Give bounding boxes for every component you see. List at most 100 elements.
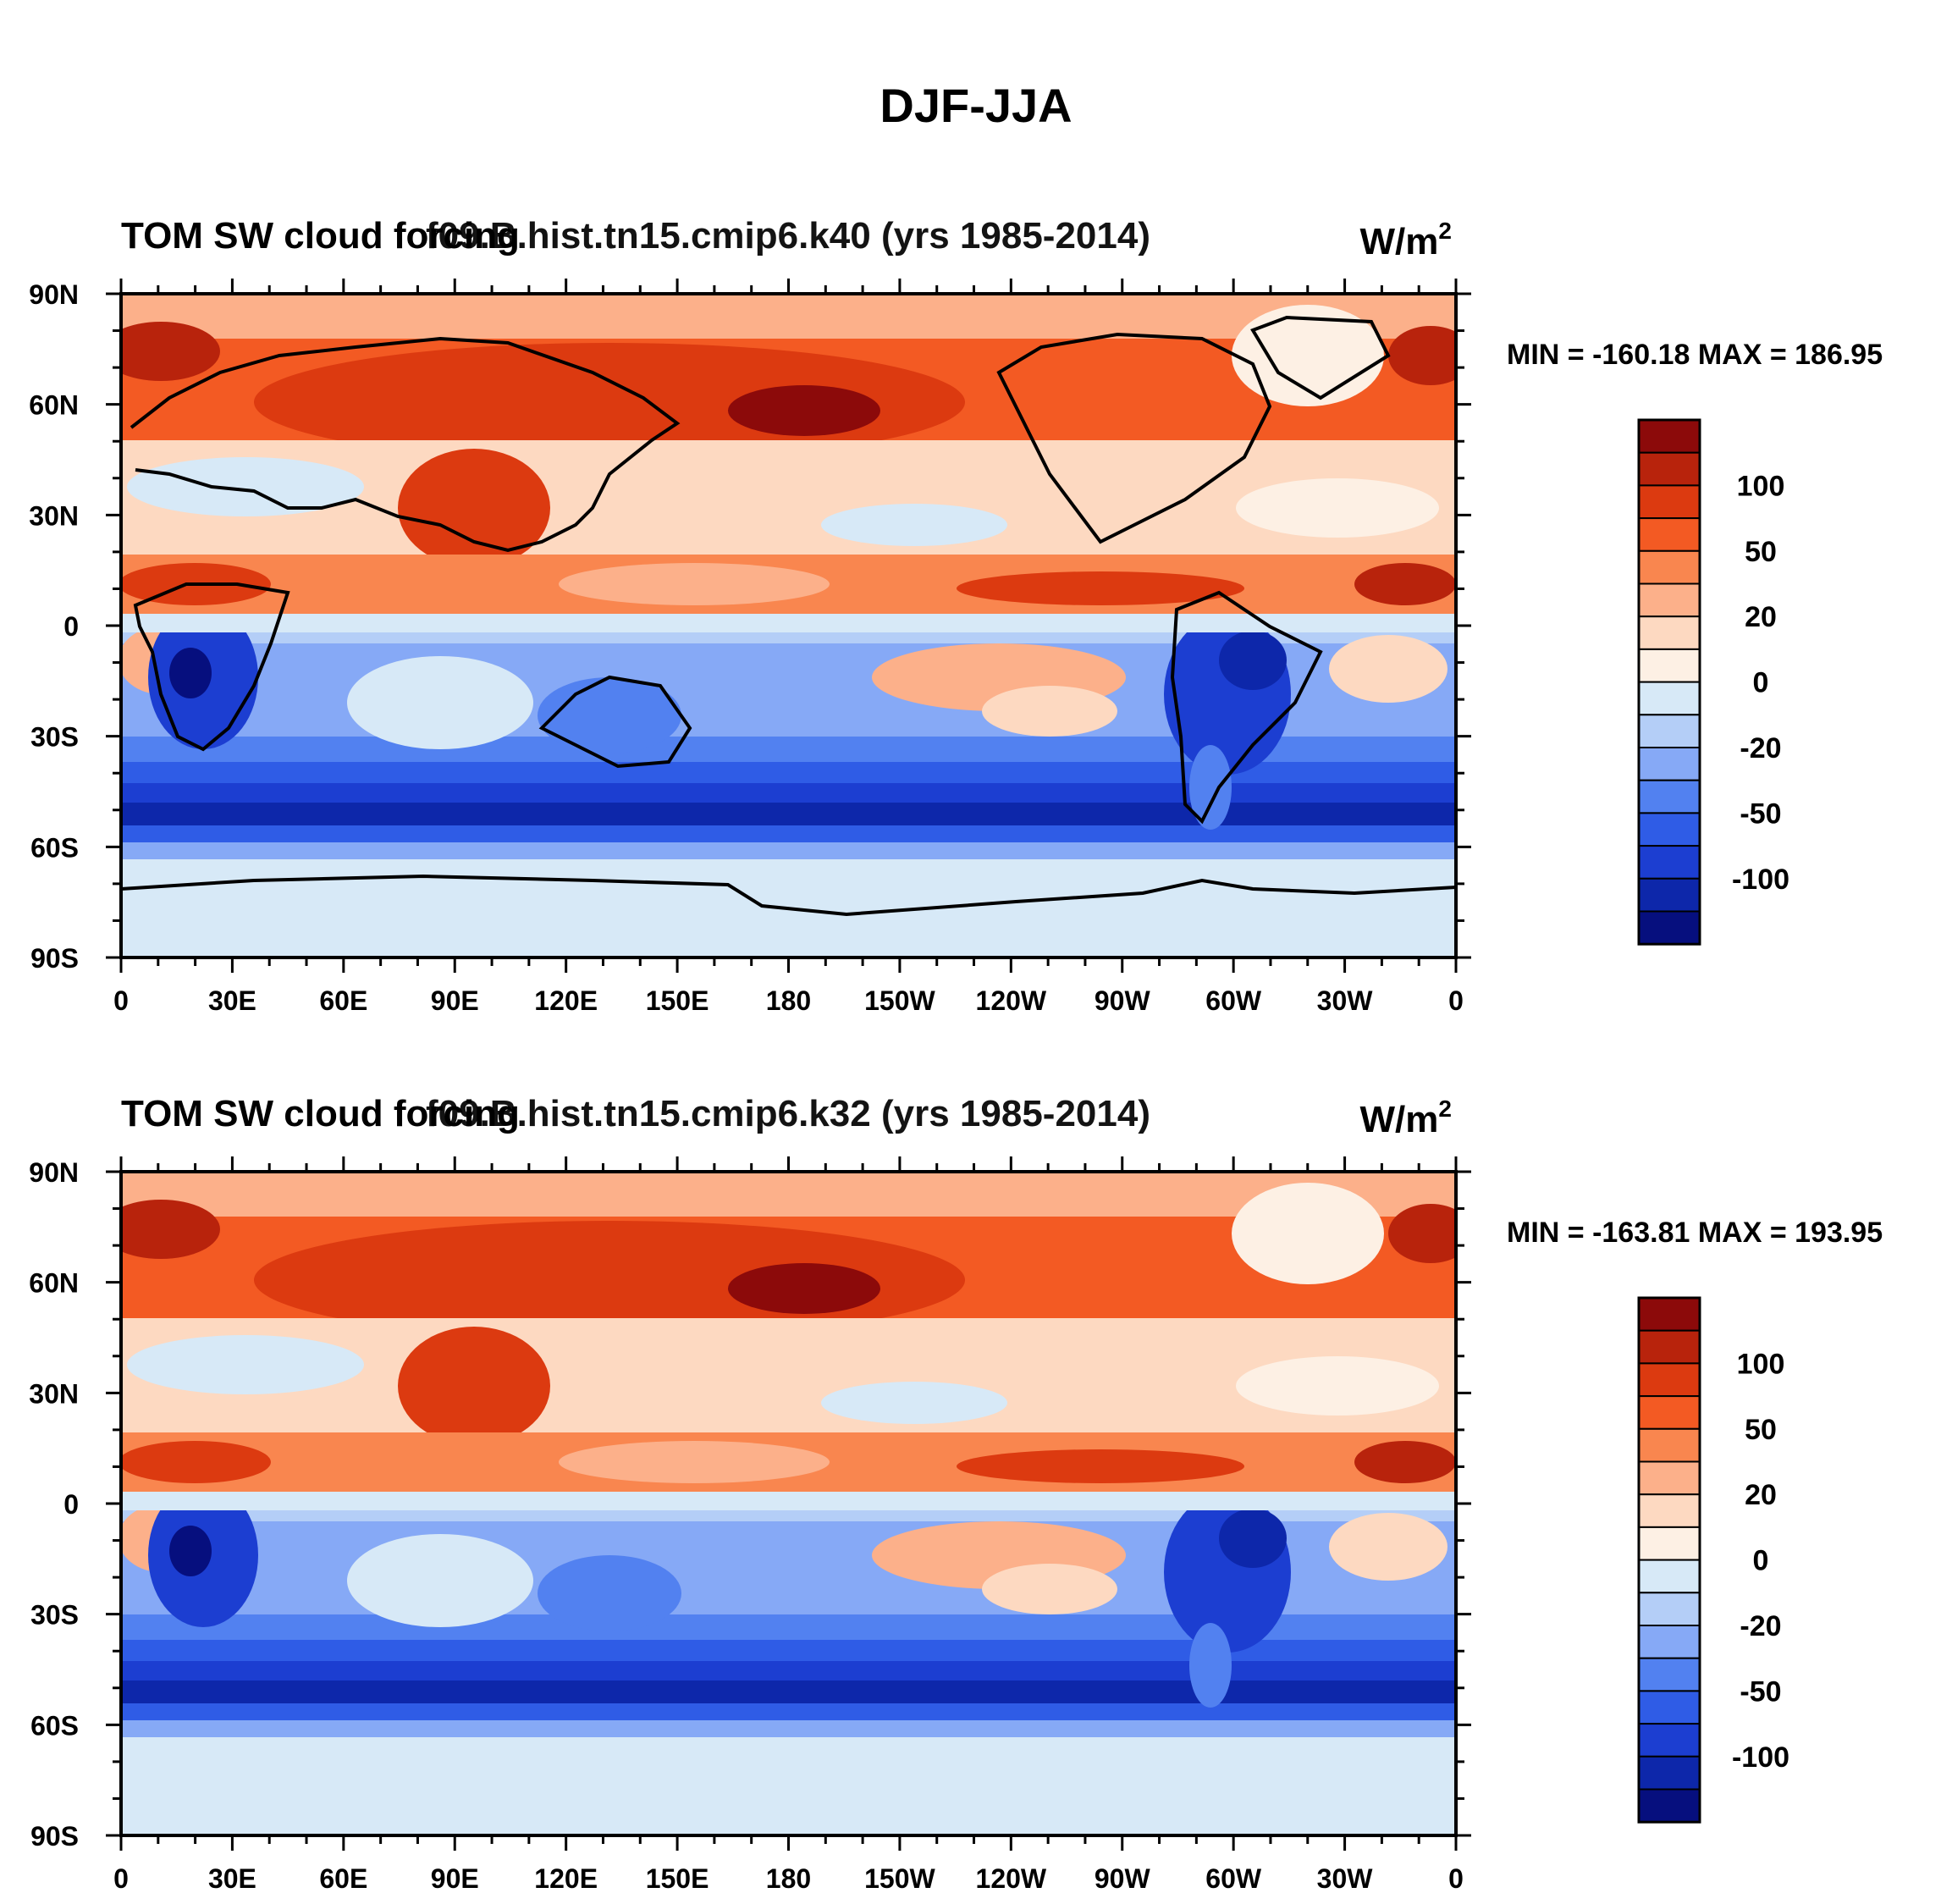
- x-tick-label: 0: [1448, 1863, 1464, 1894]
- colorbar-label: -50: [1740, 1675, 1781, 1708]
- colorbar-swatch: [1638, 484, 1701, 520]
- y-tick-label: 60N: [29, 390, 79, 421]
- x-tick-label: 0: [113, 1863, 129, 1894]
- colorbar-swatch: [1638, 451, 1701, 487]
- colorbar-label: 20: [1745, 1479, 1777, 1511]
- colorbar: 100 50 20 0 -20 -50 -100: [1637, 1296, 1789, 1824]
- colorbar-swatch: [1638, 1427, 1701, 1463]
- colorbar-swatch: [1638, 1297, 1701, 1332]
- x-tick-label: 90E: [431, 1863, 479, 1894]
- x-tick-label: 60W: [1205, 985, 1262, 1016]
- colorbar-label: -50: [1740, 797, 1781, 830]
- x-tick-label: 150W: [864, 985, 935, 1016]
- panel-center-title: f09.B.hist.tn15.cmip6.k40 (yrs 1985-2014…: [426, 215, 1150, 257]
- colorbar-label: -100: [1732, 1741, 1789, 1774]
- x-tick-label: 0: [1448, 985, 1464, 1016]
- colorbar-swatch: [1638, 779, 1701, 814]
- y-tick-label: 30N: [29, 1378, 79, 1409]
- colorbar-swatch: [1638, 1559, 1701, 1594]
- y-tick-label: 90S: [30, 943, 79, 974]
- colorbar-swatch: [1638, 845, 1701, 880]
- y-tick-label: 30S: [30, 722, 79, 753]
- x-tick-label: 90W: [1095, 1863, 1151, 1894]
- colorbar-label: 50: [1745, 536, 1777, 568]
- colorbar-swatch: [1638, 910, 1701, 946]
- x-axis: 0 30E 60E 90E 120E 150E 180 150W 120W 90W 60W 30W 0: [113, 1156, 1464, 1894]
- colorbar-swatch: [1638, 1329, 1701, 1365]
- x-tick-label: 90W: [1095, 985, 1151, 1016]
- colorbar-swatch: [1638, 747, 1701, 781]
- colorbar-frame: [1637, 1296, 1701, 1824]
- x-tick-label: 60E: [319, 985, 367, 1016]
- colorbar-swatch: [1638, 1657, 1701, 1692]
- colorbar-swatch: [1638, 1690, 1701, 1725]
- colorbar-swatch: [1638, 615, 1701, 650]
- map-panel-k32: TOM SW cloud forcing f09.B.hist.tn15.cmi…: [29, 1093, 1883, 1894]
- colorbar-swatch: [1638, 1362, 1701, 1398]
- x-tick-label: 120E: [534, 985, 598, 1016]
- colorbar-swatch: [1638, 877, 1701, 913]
- colorbar-swatch: [1638, 812, 1701, 847]
- x-tick-label: 150E: [646, 985, 709, 1016]
- x-tick-label: 30E: [208, 985, 256, 1016]
- contour-field: [121, 294, 1456, 958]
- coastlines: [121, 315, 1456, 917]
- y-tick-label: 0: [63, 611, 79, 642]
- colorbar: 100 50 20 0 -20 -50 -100: [1637, 418, 1789, 946]
- colorbar-swatch: [1638, 1526, 1701, 1561]
- x-tick-label: 120W: [976, 985, 1047, 1016]
- colorbar-label: -20: [1740, 732, 1781, 764]
- x-tick-label: 150W: [864, 1863, 935, 1894]
- colorbar-swatch: [1638, 1723, 1701, 1758]
- y-tick-label: 30N: [29, 500, 79, 531]
- map-panel-k40: TOM SW cloud forcing f09.B.hist.tn15.cmi…: [29, 215, 1883, 1016]
- y-axis: 90N 60N 30N 0 30S 60S 90S: [29, 1157, 1471, 1852]
- y-axis: 90N 60N 30N 0 30S 60S 90S: [29, 279, 1471, 974]
- panel-left-title: TOM SW cloud forcing: [121, 1093, 520, 1134]
- colorbar-label: 20: [1745, 601, 1777, 633]
- x-tick-label: 180: [766, 985, 811, 1016]
- colorbar-swatch: [1638, 1395, 1701, 1430]
- y-tick-label: 60S: [30, 832, 79, 863]
- units-label: W/m2: [1360, 218, 1452, 262]
- colorbar-swatch: [1638, 517, 1701, 552]
- colorbar-label: -20: [1740, 1610, 1781, 1642]
- y-tick-label: 60N: [29, 1268, 79, 1299]
- colorbar-label: 0: [1753, 667, 1769, 699]
- x-tick-label: 120E: [534, 1863, 598, 1894]
- contour-field: [121, 1172, 1456, 1835]
- colorbar-swatch: [1638, 648, 1701, 683]
- x-tick-label: 60E: [319, 1863, 367, 1894]
- x-tick-label: 30W: [1317, 985, 1374, 1016]
- colorbar-swatch: [1638, 419, 1701, 454]
- panel-left-title: TOM SW cloud forcing: [121, 215, 520, 257]
- colorbar-swatch: [1638, 714, 1701, 748]
- colorbar-label: 100: [1737, 470, 1785, 502]
- y-tick-label: 90N: [29, 279, 79, 310]
- y-tick-label: 90N: [29, 1157, 79, 1188]
- x-tick-label: 60W: [1205, 1863, 1262, 1894]
- y-tick-label: 90S: [30, 1821, 79, 1852]
- x-axis: 0 30E 60E 90E 120E 150E 180 150W 120W 90W 60W 30W 0: [113, 279, 1464, 1016]
- x-tick-label: 120W: [976, 1863, 1047, 1894]
- colorbar-label: -100: [1732, 864, 1789, 896]
- figure-title: DJF-JJA: [880, 79, 1072, 132]
- colorbar-swatch: [1638, 582, 1701, 618]
- colorbar-swatch: [1638, 1592, 1701, 1627]
- colorbar-swatch: [1638, 1625, 1701, 1659]
- x-tick-label: 90E: [431, 985, 479, 1016]
- colorbar-swatch: [1638, 549, 1701, 585]
- min-max-stats: MIN = -160.18 MAX = 186.95: [1507, 339, 1883, 371]
- colorbar-label: 0: [1753, 1545, 1769, 1577]
- x-tick-label: 150E: [646, 1863, 709, 1894]
- x-tick-label: 0: [113, 985, 129, 1016]
- x-tick-label: 30E: [208, 1863, 256, 1894]
- min-max-stats: MIN = -163.81 MAX = 193.95: [1507, 1217, 1883, 1249]
- colorbar-swatch: [1638, 1788, 1701, 1824]
- colorbar-swatch: [1638, 681, 1701, 716]
- colorbar-swatch: [1638, 1460, 1701, 1496]
- x-tick-label: 180: [766, 1863, 811, 1894]
- panel-center-title: f09.B.hist.tn15.cmip6.k32 (yrs 1985-2014…: [426, 1093, 1150, 1134]
- colorbar-swatch: [1638, 1493, 1701, 1528]
